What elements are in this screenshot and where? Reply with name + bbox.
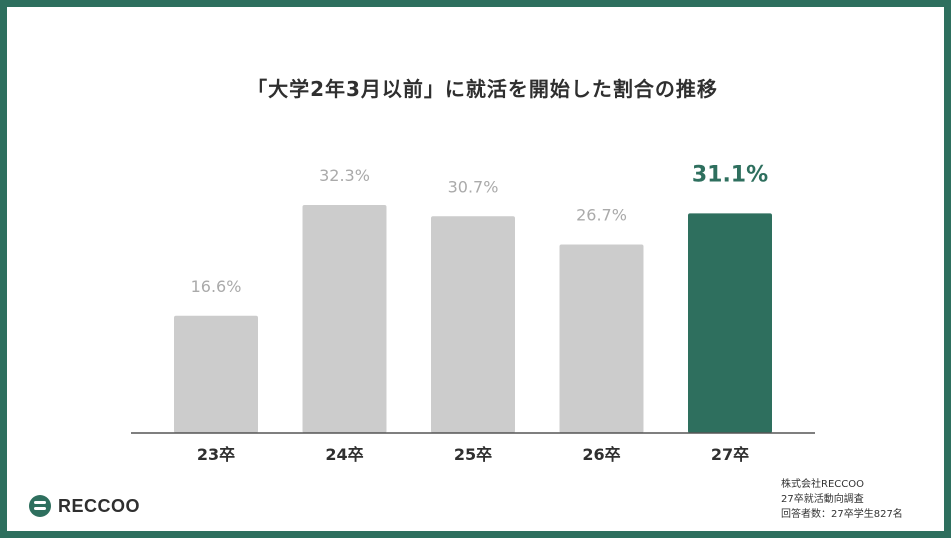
source-line-respondents: 回答者数：27卒学生827名: [781, 509, 903, 520]
category-label-26卒: 26卒: [582, 445, 620, 464]
source-line-survey: 27卒就活動向調査: [781, 494, 864, 505]
bar-27卒: [688, 213, 772, 433]
value-label-27卒: 31.1%: [692, 162, 768, 187]
bar-26卒: [559, 244, 644, 433]
value-label-25卒: 30.7%: [448, 177, 499, 196]
brand-logo: RECCOO: [29, 495, 140, 517]
value-label-24卒: 32.3%: [319, 166, 370, 185]
value-label-23卒: 16.6%: [191, 277, 242, 296]
bar-25卒: [431, 216, 515, 433]
source-line-company: 株式会社RECCOO: [781, 479, 864, 490]
category-label-23卒: 23卒: [197, 445, 235, 464]
bar-23卒: [174, 315, 258, 433]
logo-text: RECCOO: [58, 495, 141, 516]
category-label-27卒: 27卒: [711, 445, 749, 464]
source-note: 株式会社RECCOO 27卒就活動向調査 回答者数：27卒学生827名: [781, 477, 903, 522]
bar-24卒: [302, 204, 387, 433]
category-label-25卒: 25卒: [454, 445, 492, 464]
value-label-26卒: 26.7%: [576, 205, 627, 224]
bar-chart: 16.6% 23卒 32.3% 24卒 30.7% 25卒 26.7% 26卒 31.1% 27卒: [131, 162, 815, 464]
category-label-24卒: 24卒: [325, 445, 363, 464]
reccoo-logo-icon: [29, 495, 51, 517]
chart-title: 「大学2年3月以前」に就活を開始した割合の推移: [247, 77, 718, 101]
